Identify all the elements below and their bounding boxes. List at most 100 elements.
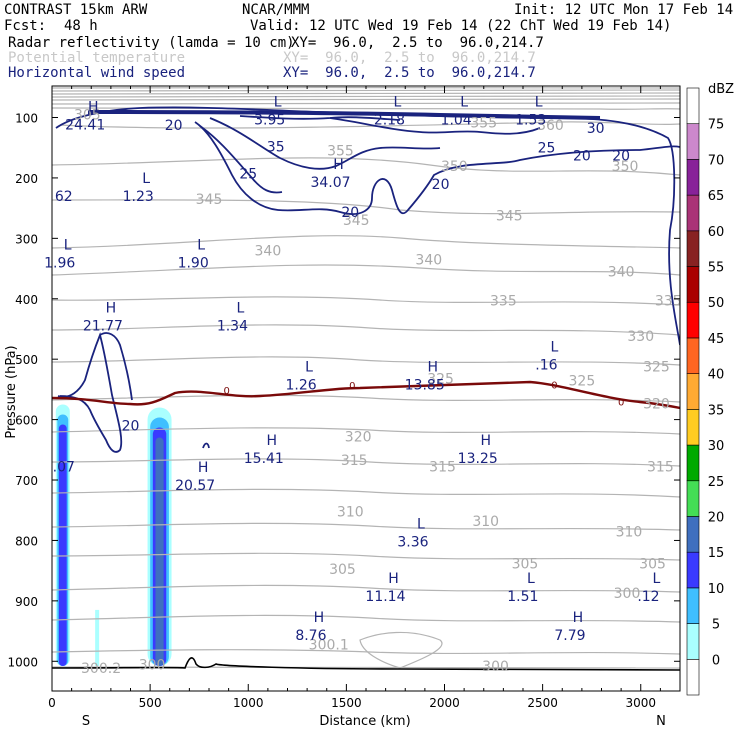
field-xy-theta: XY= 96.0, 2.5 to 96.0,214.7	[283, 50, 536, 66]
wind-jet-core	[87, 110, 601, 120]
init-time: Init: 12 UTC Mon 17 Feb 14	[514, 2, 734, 18]
reflectivity-column-south	[55, 404, 70, 666]
theta-contour-21	[52, 584, 680, 593]
valid-time: Valid: 12 UTC Wed 19 Feb 14 (22 ChT Wed …	[250, 18, 672, 34]
edge-label-1: .07	[53, 460, 75, 476]
extremum-kind: L	[236, 301, 244, 317]
extremum-8: L 1.96	[44, 237, 75, 271]
forecast-label: Fcst:	[4, 18, 47, 34]
reflectivity-fill-layer	[55, 404, 172, 666]
extremum-kind: L	[305, 359, 313, 375]
theta-contour-14	[52, 356, 680, 366]
theta-contour-8	[52, 157, 680, 176]
theta-label-23: 310	[616, 524, 643, 540]
x-tick-label-4: 2000	[429, 696, 460, 710]
x-end-label-north: N	[656, 714, 666, 729]
x-tick-label-6: 3000	[625, 696, 656, 710]
theta-label-2: 360	[537, 118, 564, 134]
extremum-kind: H	[427, 359, 438, 375]
colorbar: 0 5 10 15 20 25 30 35 40 45 50 55 60 65 70 75 dBZ	[686, 82, 734, 696]
extremum-value: 24.41	[65, 118, 105, 134]
colorbar-box-11	[686, 266, 700, 303]
extremum-11: L 1.26	[286, 359, 317, 393]
organization-label: NCAR/MMM	[242, 2, 310, 18]
theta-label-24: 305	[329, 562, 356, 578]
y-tick-label-1: 200	[15, 172, 38, 186]
extremum-value: 1.26	[286, 377, 317, 393]
field-name-wind: Horizontal wind speed	[8, 65, 186, 81]
x-tick-label-3: 1500	[331, 696, 362, 710]
theta-label-6: 345	[196, 192, 223, 208]
extremum-0: H 24.41	[65, 100, 105, 134]
wind-label-11: 0	[349, 381, 355, 392]
extremum-value: 7.79	[554, 628, 585, 644]
theta-contour-22	[52, 614, 680, 623]
theta-label-19: 315	[429, 460, 456, 476]
theta-label-22: 310	[472, 514, 499, 530]
wind-contour-2	[209, 117, 441, 170]
wind-label-6: 20	[573, 149, 591, 165]
wind-label-9: 20	[122, 419, 140, 435]
theta-contour-6	[52, 107, 680, 110]
extremum-3: L 1.04	[441, 95, 472, 129]
theta-label-8: 345	[496, 208, 523, 224]
colorbar-box-0	[686, 658, 700, 696]
y-tick-label-5: 600	[15, 414, 38, 428]
wind-contour-8	[202, 442, 210, 449]
wind-label-8: 30	[587, 121, 605, 137]
extremum-value: 21.77	[83, 319, 123, 335]
theta-label-18: 315	[341, 453, 368, 469]
extremum-value: 1.96	[44, 255, 75, 271]
theta-label-7: 345	[343, 213, 370, 229]
extremum-13: L .16	[535, 339, 558, 373]
colorbar-label-3: 15	[708, 546, 725, 561]
theta-label-32: 325	[427, 372, 454, 388]
colorbar-label-8: 40	[708, 368, 725, 383]
theta-label-29: 300.2	[81, 661, 121, 677]
theta-label-31: 300	[482, 659, 509, 675]
extremum-value: 1.51	[507, 589, 538, 605]
extremum-value: .16	[535, 357, 557, 373]
theta-label-26: 305	[639, 556, 666, 572]
colorbar-label-14: 70	[708, 153, 725, 168]
colorbar-label-7: 35	[708, 403, 725, 418]
extremum-5: H 34.07	[310, 157, 350, 191]
theta-label-5: 350	[612, 159, 639, 175]
extremum-kind: H	[314, 610, 325, 626]
colorbar-label-10: 50	[708, 296, 725, 311]
extremum-kind: L	[417, 516, 425, 532]
extremum-kind: L	[460, 95, 468, 111]
colorbar-box-4	[686, 516, 700, 553]
theta-contour-19	[52, 522, 680, 531]
extremum-value: 20.57	[175, 478, 215, 494]
theta-contour-20	[52, 552, 680, 561]
field-name-reflectivity: Radar reflectivity (lamda = 10 cm)	[8, 35, 295, 51]
theta-contour-23	[52, 649, 680, 655]
x-axis-title: Distance (km)	[319, 714, 410, 729]
reflectivity-spike	[95, 609, 100, 666]
theta-label-11: 340	[608, 265, 635, 281]
colorbar-label-2: 10	[708, 582, 725, 597]
extremum-kind: L	[535, 95, 543, 111]
wind-contour-3	[199, 125, 283, 194]
extremum-20: L .12	[637, 571, 660, 605]
theta-contour-15	[52, 394, 680, 403]
theta-contour-1	[52, 89, 680, 92]
y-tick-label-2: 300	[15, 232, 38, 246]
extremum-kind: H	[88, 100, 99, 116]
field-xy-wind: XY= 96.0, 2.5 to 96.0,214.7	[283, 65, 536, 81]
colorbar-box-6	[686, 444, 700, 482]
extremum-value: 34.07	[310, 175, 350, 191]
colorbar-box-15	[686, 123, 700, 160]
field-xy-reflectivity: XY= 96.0, 2.5 to 96.0,214.7	[291, 35, 544, 51]
extremum-value: 3.36	[397, 534, 428, 550]
extremum-17: L 3.36	[397, 516, 428, 550]
extremum-value: .12	[637, 589, 659, 605]
colorbar-box-5	[686, 480, 700, 517]
theta-label-3: 355	[327, 144, 354, 160]
y-tick-label-0: 100	[15, 112, 38, 126]
theta-contour-2	[52, 92, 680, 95]
extremum-kind: L	[550, 339, 558, 355]
extremum-19: L 1.51	[507, 571, 538, 605]
theta-label-28: 300.1	[309, 637, 349, 653]
